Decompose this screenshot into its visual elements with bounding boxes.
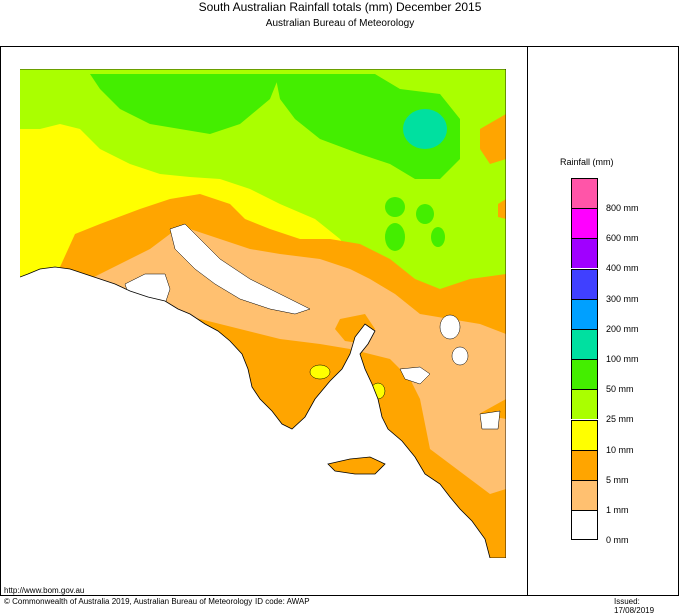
rainfall-map bbox=[20, 69, 506, 558]
legend-swatch bbox=[571, 238, 598, 269]
legend-swatch bbox=[571, 449, 598, 480]
legend-swatch bbox=[571, 480, 598, 510]
legend-label: 200 mm bbox=[606, 323, 639, 334]
legend-label: 400 mm bbox=[606, 263, 639, 274]
legend-swatch bbox=[571, 208, 598, 239]
footer-issued: Issued: 17/08/2019 bbox=[614, 597, 655, 615]
legend-label: 600 mm bbox=[606, 233, 639, 244]
legend-label: 5 mm bbox=[606, 474, 629, 485]
legend-label: 300 mm bbox=[606, 293, 639, 304]
legend-label: 1 mm bbox=[606, 505, 629, 515]
legend-label: 25 mm bbox=[606, 414, 634, 425]
legend-label: 50 mm bbox=[606, 384, 634, 395]
legend-divider bbox=[527, 46, 528, 596]
legend-swatch bbox=[571, 419, 598, 450]
legend-label: 0 mm bbox=[606, 535, 629, 546]
legend-swatch bbox=[571, 510, 598, 541]
figure-frame bbox=[0, 46, 679, 596]
map-title: South Australian Rainfall totals (mm) De… bbox=[198, 0, 482, 14]
legend-label: 10 mm bbox=[606, 444, 634, 455]
legend-swatch bbox=[571, 268, 598, 299]
footer-url: http://www.bom.gov.au bbox=[4, 586, 85, 595]
legend-label: 800 mm bbox=[606, 203, 639, 213]
legend-label: 100 mm bbox=[606, 354, 639, 364]
legend-swatch bbox=[571, 329, 598, 359]
legend-swatch bbox=[571, 178, 598, 208]
legend-swatch bbox=[571, 389, 598, 420]
footer-copyright: © Commonwealth of Australia 2019, Austra… bbox=[4, 597, 253, 606]
legend-swatch bbox=[571, 359, 598, 390]
footer-id-code: ID code: AWAP bbox=[255, 597, 310, 606]
legend-title: Rainfall (mm) bbox=[560, 157, 614, 167]
map-subtitle: Australian Bureau of Meteorology bbox=[265, 18, 415, 29]
legend-swatch bbox=[571, 298, 598, 329]
